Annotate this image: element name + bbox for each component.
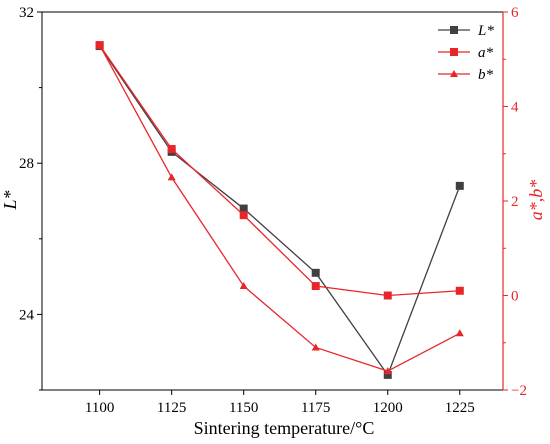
- series-3-point: [455, 329, 464, 337]
- series-layer: [95, 41, 464, 379]
- y-left-tick-label: 32: [19, 5, 34, 21]
- legend-label: a*: [478, 45, 494, 61]
- x-axis-title: Sintering temperature/°C: [194, 418, 375, 438]
- series-2-point: [311, 282, 320, 291]
- series-1-point: [311, 268, 320, 277]
- y-left-tick-label: 28: [19, 156, 34, 172]
- series-1-point: [455, 181, 464, 190]
- x-tick-label: 1175: [301, 400, 330, 416]
- legend: L* a* b*: [438, 23, 494, 83]
- series-3: [95, 41, 464, 375]
- series-3-point: [311, 343, 320, 351]
- series-2: [95, 41, 464, 300]
- series-3-point: [167, 173, 176, 181]
- series-3-point: [239, 282, 248, 290]
- x-tick-label: 1200: [373, 400, 403, 416]
- y-right-tick-label: −2: [511, 383, 527, 399]
- x-tick-label: 1225: [445, 400, 475, 416]
- y-right-axis-title: a*,b*: [526, 180, 546, 221]
- y-right-tick-label: 2: [511, 194, 519, 210]
- series-1: [95, 42, 464, 379]
- series-1-point: [239, 204, 248, 213]
- series-1-line: [99, 45, 461, 377]
- series-3-line: [99, 44, 461, 372]
- series-1-point: [383, 370, 392, 379]
- series-2-point: [239, 211, 248, 220]
- x-tick-label: 1125: [157, 400, 186, 416]
- y-left-axis-title: L*: [0, 190, 20, 210]
- y-right-tick-label: 0: [511, 289, 519, 305]
- legend-label: L*: [477, 23, 494, 39]
- x-tick-label: 1100: [85, 400, 114, 416]
- y-right-tick-label: 6: [511, 5, 519, 21]
- legend-marker: [450, 70, 458, 77]
- series-2-line: [99, 44, 460, 297]
- series-3-point: [383, 367, 392, 375]
- y-right-tick-label: 4: [511, 100, 519, 116]
- y-left-tick-label: 24: [19, 307, 35, 323]
- series-3-point: [95, 41, 104, 49]
- legend-marker: [450, 48, 458, 56]
- series-2-point: [383, 291, 392, 300]
- legend-marker: [450, 26, 458, 34]
- series-2-point: [455, 286, 464, 295]
- series-2-point: [167, 145, 176, 154]
- x-tick-label: 1150: [229, 400, 258, 416]
- legend-label: b*: [478, 67, 494, 83]
